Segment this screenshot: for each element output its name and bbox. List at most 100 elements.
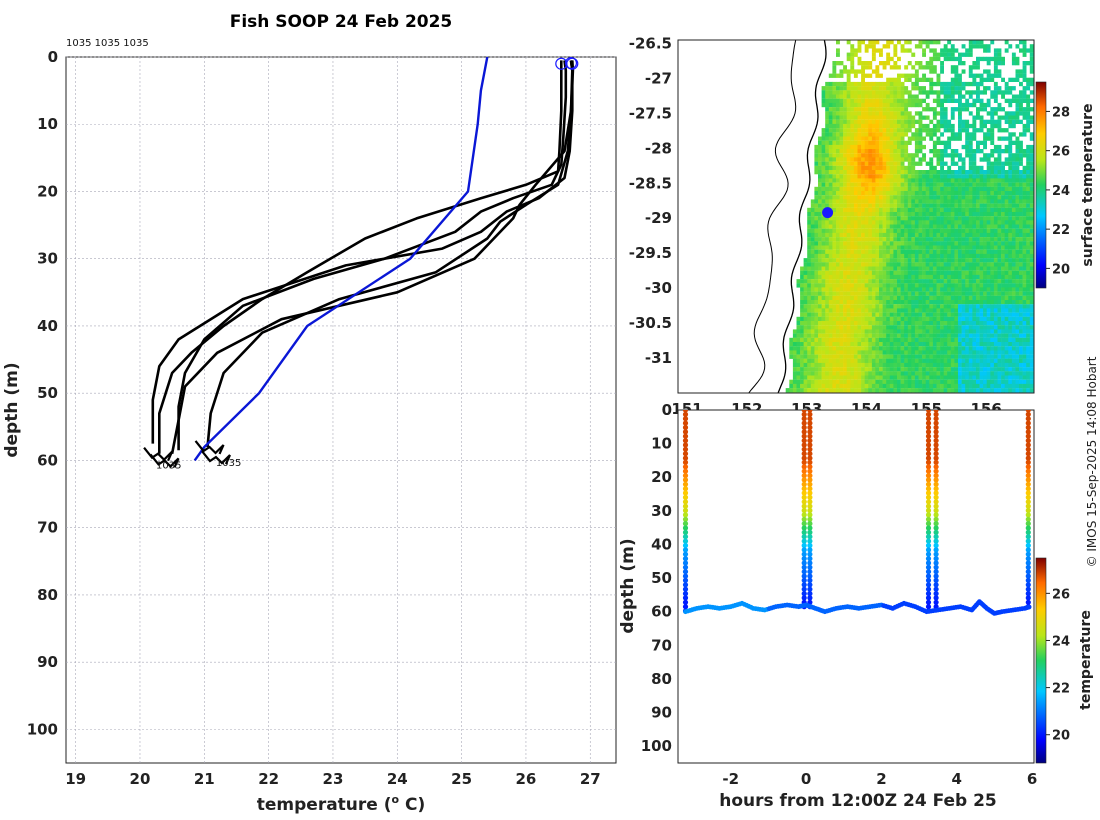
sst-cell bbox=[914, 337, 919, 343]
sst-cell bbox=[832, 237, 837, 242]
sst-cell bbox=[965, 342, 970, 347]
sst-cell bbox=[986, 383, 991, 389]
sst-cell bbox=[900, 94, 905, 99]
sst-cell bbox=[1015, 383, 1020, 389]
sst-cell bbox=[914, 241, 919, 246]
sst-cell bbox=[1011, 375, 1016, 380]
sst-cell bbox=[843, 212, 847, 217]
sst-cell bbox=[907, 115, 912, 120]
sst-cell bbox=[986, 195, 991, 200]
sst-cell bbox=[961, 107, 966, 112]
sst-cell bbox=[922, 287, 926, 292]
sst-cell bbox=[907, 270, 912, 275]
sst-cell bbox=[950, 371, 955, 376]
sst-cell bbox=[825, 266, 830, 271]
sst-cell bbox=[976, 270, 980, 275]
sst-cell bbox=[936, 375, 941, 380]
sst-cell bbox=[958, 253, 962, 259]
sst-cell bbox=[843, 266, 847, 271]
sst-cell bbox=[886, 312, 891, 317]
sst-cell bbox=[950, 358, 955, 363]
sst-cell bbox=[950, 291, 955, 296]
sst-cell bbox=[968, 90, 973, 95]
sst-cell bbox=[972, 132, 977, 137]
sst-cell bbox=[961, 220, 966, 225]
sst-cell bbox=[886, 300, 891, 305]
sst-cell bbox=[950, 224, 955, 229]
sst-cell bbox=[818, 144, 822, 150]
sst-cell bbox=[825, 153, 830, 158]
sst-cell bbox=[914, 262, 919, 267]
sst-cell bbox=[1022, 274, 1027, 280]
sst-cell bbox=[1022, 375, 1027, 380]
sst-cell bbox=[792, 354, 797, 359]
sst-cell bbox=[871, 388, 876, 393]
sst-cell bbox=[1029, 337, 1034, 343]
sst-cell bbox=[875, 295, 880, 301]
sst-cell bbox=[1022, 337, 1027, 343]
sst-cell bbox=[853, 262, 858, 267]
sst-cell bbox=[929, 237, 934, 242]
sst-cell bbox=[925, 61, 930, 66]
sst-cell bbox=[918, 115, 923, 120]
sst-cell bbox=[850, 165, 855, 171]
sst-cell bbox=[986, 312, 991, 317]
sst-cell bbox=[940, 119, 944, 124]
sst-cell bbox=[882, 199, 887, 204]
sst-cell bbox=[932, 354, 937, 359]
sst-cell bbox=[925, 383, 930, 389]
sst-cell bbox=[958, 220, 962, 225]
sst-cell bbox=[990, 132, 995, 137]
sst-cell bbox=[821, 186, 826, 192]
section-point bbox=[682, 468, 689, 474]
sst-cell bbox=[853, 207, 858, 213]
sst-cell bbox=[846, 354, 851, 359]
sst-cell bbox=[976, 383, 980, 389]
sst-cell bbox=[846, 333, 851, 338]
sst-cell bbox=[900, 283, 905, 288]
sst-cell bbox=[864, 337, 869, 343]
sst-cell bbox=[961, 383, 966, 389]
sst-cell bbox=[1019, 203, 1023, 208]
sst-cell bbox=[818, 329, 822, 334]
sst-cell bbox=[900, 136, 905, 141]
colorbar-tick-label: 22 bbox=[1052, 223, 1070, 238]
sst-cell bbox=[925, 358, 930, 363]
sst-cell bbox=[900, 178, 905, 183]
sst-cell bbox=[965, 258, 970, 263]
sst-cell bbox=[843, 287, 847, 292]
sst-cell bbox=[846, 86, 851, 91]
sst-cell bbox=[958, 266, 962, 271]
sst-cell bbox=[889, 270, 894, 275]
sst-cell bbox=[965, 362, 970, 368]
sst-cell bbox=[864, 111, 869, 116]
sst-cell bbox=[907, 249, 912, 254]
sst-cell bbox=[1011, 119, 1016, 124]
sst-cell bbox=[861, 98, 865, 103]
sst-cell bbox=[936, 224, 941, 229]
sst-cell bbox=[846, 312, 851, 317]
section-point bbox=[682, 477, 689, 483]
sst-cell bbox=[825, 195, 830, 200]
sst-cell bbox=[925, 350, 930, 355]
sst-cell bbox=[993, 149, 998, 154]
sst-cell bbox=[940, 253, 944, 259]
sst-cell bbox=[868, 325, 873, 330]
sst-cell bbox=[983, 186, 987, 192]
sst-cell bbox=[889, 157, 894, 162]
sst-cell bbox=[828, 199, 833, 204]
sst-cell bbox=[997, 300, 1002, 305]
sst-cell bbox=[1022, 186, 1027, 192]
sst-cell bbox=[1029, 346, 1034, 351]
sst-cell bbox=[950, 136, 955, 141]
sst-cell bbox=[886, 354, 891, 359]
sst-cell bbox=[814, 358, 819, 363]
sst-cell bbox=[868, 304, 873, 309]
sst-cell bbox=[800, 266, 804, 271]
sst-cell bbox=[961, 258, 966, 263]
sst-cell bbox=[818, 224, 822, 229]
sst-cell bbox=[997, 308, 1002, 313]
sst-cell bbox=[818, 228, 822, 233]
sst-cell bbox=[900, 325, 905, 330]
sst-cell bbox=[1015, 195, 1020, 200]
